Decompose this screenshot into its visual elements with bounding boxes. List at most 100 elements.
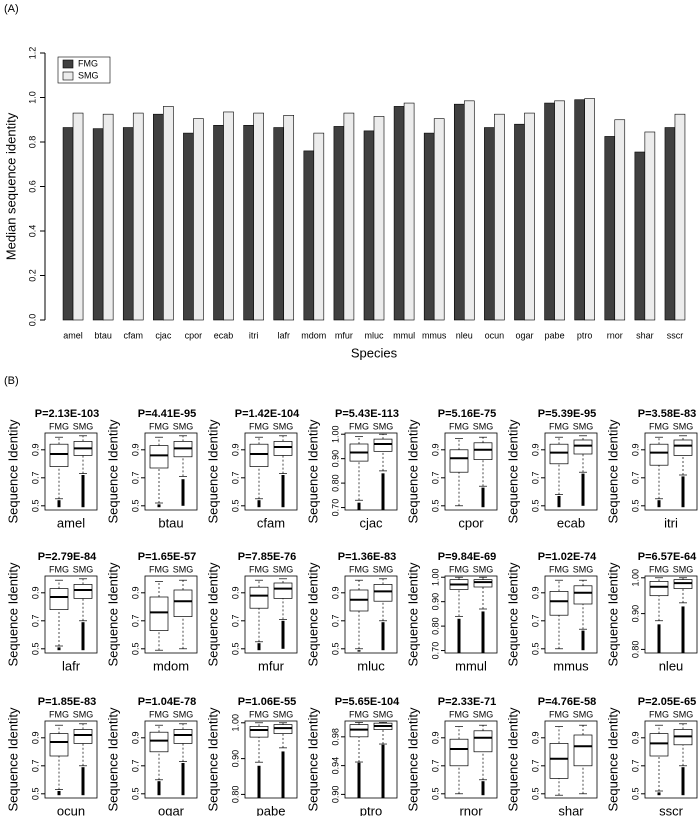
plot-frame	[244, 432, 298, 511]
y-axis-label: Median sequence identity	[3, 112, 18, 260]
box	[373, 438, 393, 452]
x-axis-label: amel	[57, 515, 85, 530]
y-axis-label: Sequence Identity	[205, 562, 220, 667]
box	[549, 591, 569, 616]
bar	[313, 132, 325, 321]
box	[249, 726, 269, 738]
y-axis-label: Sequence Identity	[205, 419, 220, 524]
group-label: SMG	[73, 421, 94, 431]
x-axis-label: Species	[351, 345, 398, 360]
bar	[213, 125, 224, 321]
group-label: SMG	[573, 421, 594, 431]
bar	[604, 136, 616, 321]
y-axis-label: Sequence Identity	[605, 562, 620, 667]
y-tick-label: 0.7	[130, 760, 140, 773]
bar	[253, 112, 264, 321]
y-tick-label: 0.7	[30, 472, 40, 485]
y-tick-label: 0.5	[530, 500, 540, 513]
bar	[514, 123, 525, 321]
y-tick-label: 0.6	[27, 180, 37, 193]
bar	[494, 113, 505, 321]
x-tick-label: pabe	[545, 330, 565, 340]
group-label: FMG	[49, 564, 69, 574]
group-label: SMG	[373, 421, 394, 431]
x-tick-label: nleu	[456, 330, 473, 340]
y-tick-label: 0.7	[430, 472, 440, 485]
bar	[283, 115, 295, 321]
panel-label: (A)	[4, 3, 19, 15]
y-axis-label: Sequence Identity	[405, 707, 420, 812]
group-label: FMG	[49, 421, 69, 431]
legend-swatch	[62, 59, 74, 69]
box	[173, 729, 193, 744]
plot-frame	[444, 720, 498, 799]
bar	[92, 128, 104, 321]
y-tick-label: 0.90	[230, 750, 240, 768]
y-tick-label: 0.94	[330, 757, 340, 775]
legend-swatch	[62, 71, 74, 81]
y-tick-label: 0.9	[330, 587, 340, 600]
plot-frame	[244, 720, 298, 799]
x-tick-label: cjac	[155, 330, 172, 340]
bar	[393, 106, 405, 321]
plot-frame	[444, 575, 498, 654]
y-axis-label: Sequence Identity	[505, 562, 520, 667]
y-tick-label: 0.7	[330, 615, 340, 628]
x-tick-label: itri	[249, 330, 259, 340]
plot-frame	[44, 720, 98, 799]
y-tick-label: 0.5	[30, 500, 40, 513]
box	[549, 743, 569, 779]
group-label: SMG	[273, 421, 294, 431]
y-tick-label: 0.9	[30, 587, 40, 600]
y-tick-label: 0.5	[530, 788, 540, 801]
y-tick-label: 0.9	[530, 732, 540, 745]
panel-title: P=9.84E-69	[438, 551, 496, 563]
group-label: FMG	[249, 421, 269, 431]
x-axis-label: ecab	[557, 515, 585, 530]
y-tick-label: 0.9	[130, 444, 140, 457]
x-tick-label: amel	[63, 330, 83, 340]
plot-frame	[444, 432, 498, 511]
bar	[273, 127, 285, 321]
x-tick-label: ecab	[214, 330, 234, 340]
y-axis-label: Sequence Identity	[5, 562, 20, 667]
plot-frame	[144, 432, 198, 511]
box	[549, 443, 569, 465]
y-axis-label: Sequence Identity	[505, 419, 520, 524]
bar	[423, 132, 435, 321]
y-tick-label: 0.7	[530, 760, 540, 773]
bar	[644, 131, 656, 321]
x-tick-label: mmul	[393, 330, 415, 340]
x-axis-label: itri	[664, 515, 678, 530]
bar	[373, 116, 385, 321]
group-label: SMG	[673, 709, 694, 719]
panel-title: P=2.13E-103	[35, 408, 100, 420]
bar	[183, 132, 194, 321]
y-tick-label: 0.0	[27, 314, 37, 327]
x-tick-label: lafr	[277, 330, 290, 340]
group-label: FMG	[549, 709, 569, 719]
x-axis-label: sscr	[659, 803, 684, 816]
group-label: FMG	[649, 709, 669, 719]
y-tick-label: 0.7	[230, 472, 240, 485]
x-tick-label: ptro	[577, 330, 593, 340]
bar	[554, 100, 565, 321]
y-tick-label: 0.9	[630, 732, 640, 745]
panel-title: P=1.85E-83	[38, 696, 96, 708]
group-label: SMG	[173, 709, 194, 719]
box	[49, 443, 69, 467]
plot-frame	[344, 720, 398, 799]
group-label: SMG	[373, 709, 394, 719]
group-label: FMG	[149, 421, 169, 431]
bar	[333, 126, 345, 321]
x-tick-label: cfam	[123, 330, 143, 340]
y-tick-label: 0.7	[230, 615, 240, 628]
x-tick-label: ogar	[515, 330, 533, 340]
group-label: FMG	[549, 421, 569, 431]
y-axis-label: Sequence Identity	[5, 419, 20, 524]
bar	[343, 112, 355, 321]
group-label: FMG	[549, 564, 569, 574]
plot-frame	[344, 432, 398, 511]
x-tick-label: btau	[94, 330, 112, 340]
